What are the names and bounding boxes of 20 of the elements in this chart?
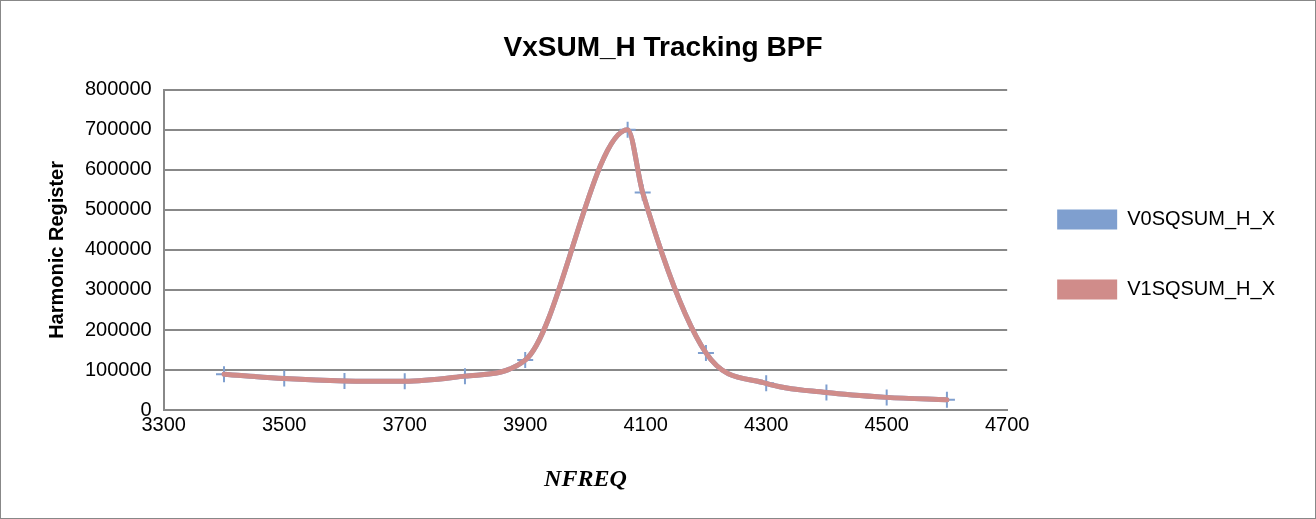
y-tick-label: 700000 (84, 117, 152, 140)
legend-label: V0SQSUM_H_X (1127, 207, 1276, 231)
x-tick-label: 4700 (984, 412, 1030, 435)
x-tick-label: 4100 (623, 412, 668, 435)
x-tick-label: 3900 (502, 412, 548, 435)
y-tick-label: 400000 (84, 237, 152, 260)
x-tick-label: 3700 (382, 412, 427, 435)
y-tick-label: 300000 (84, 277, 152, 300)
x-axis-title: NFREQ (543, 464, 627, 491)
y-tick-label: 500000 (84, 197, 152, 220)
x-tick-label: 4300 (743, 412, 789, 435)
y-axis-title: Harmonic Register (44, 160, 67, 339)
x-tick-label: 3500 (261, 412, 307, 435)
y-tick-label: 600000 (84, 157, 152, 180)
y-tick-label: 100000 (84, 357, 152, 380)
legend-label: V1SQSUM_H_X (1127, 277, 1276, 301)
y-tick-label: 800000 (84, 77, 152, 100)
x-tick-label: 4500 (864, 412, 909, 435)
y-tick-label: 200000 (84, 317, 152, 340)
chart-title: VxSUM_H Tracking BPF (503, 30, 823, 62)
